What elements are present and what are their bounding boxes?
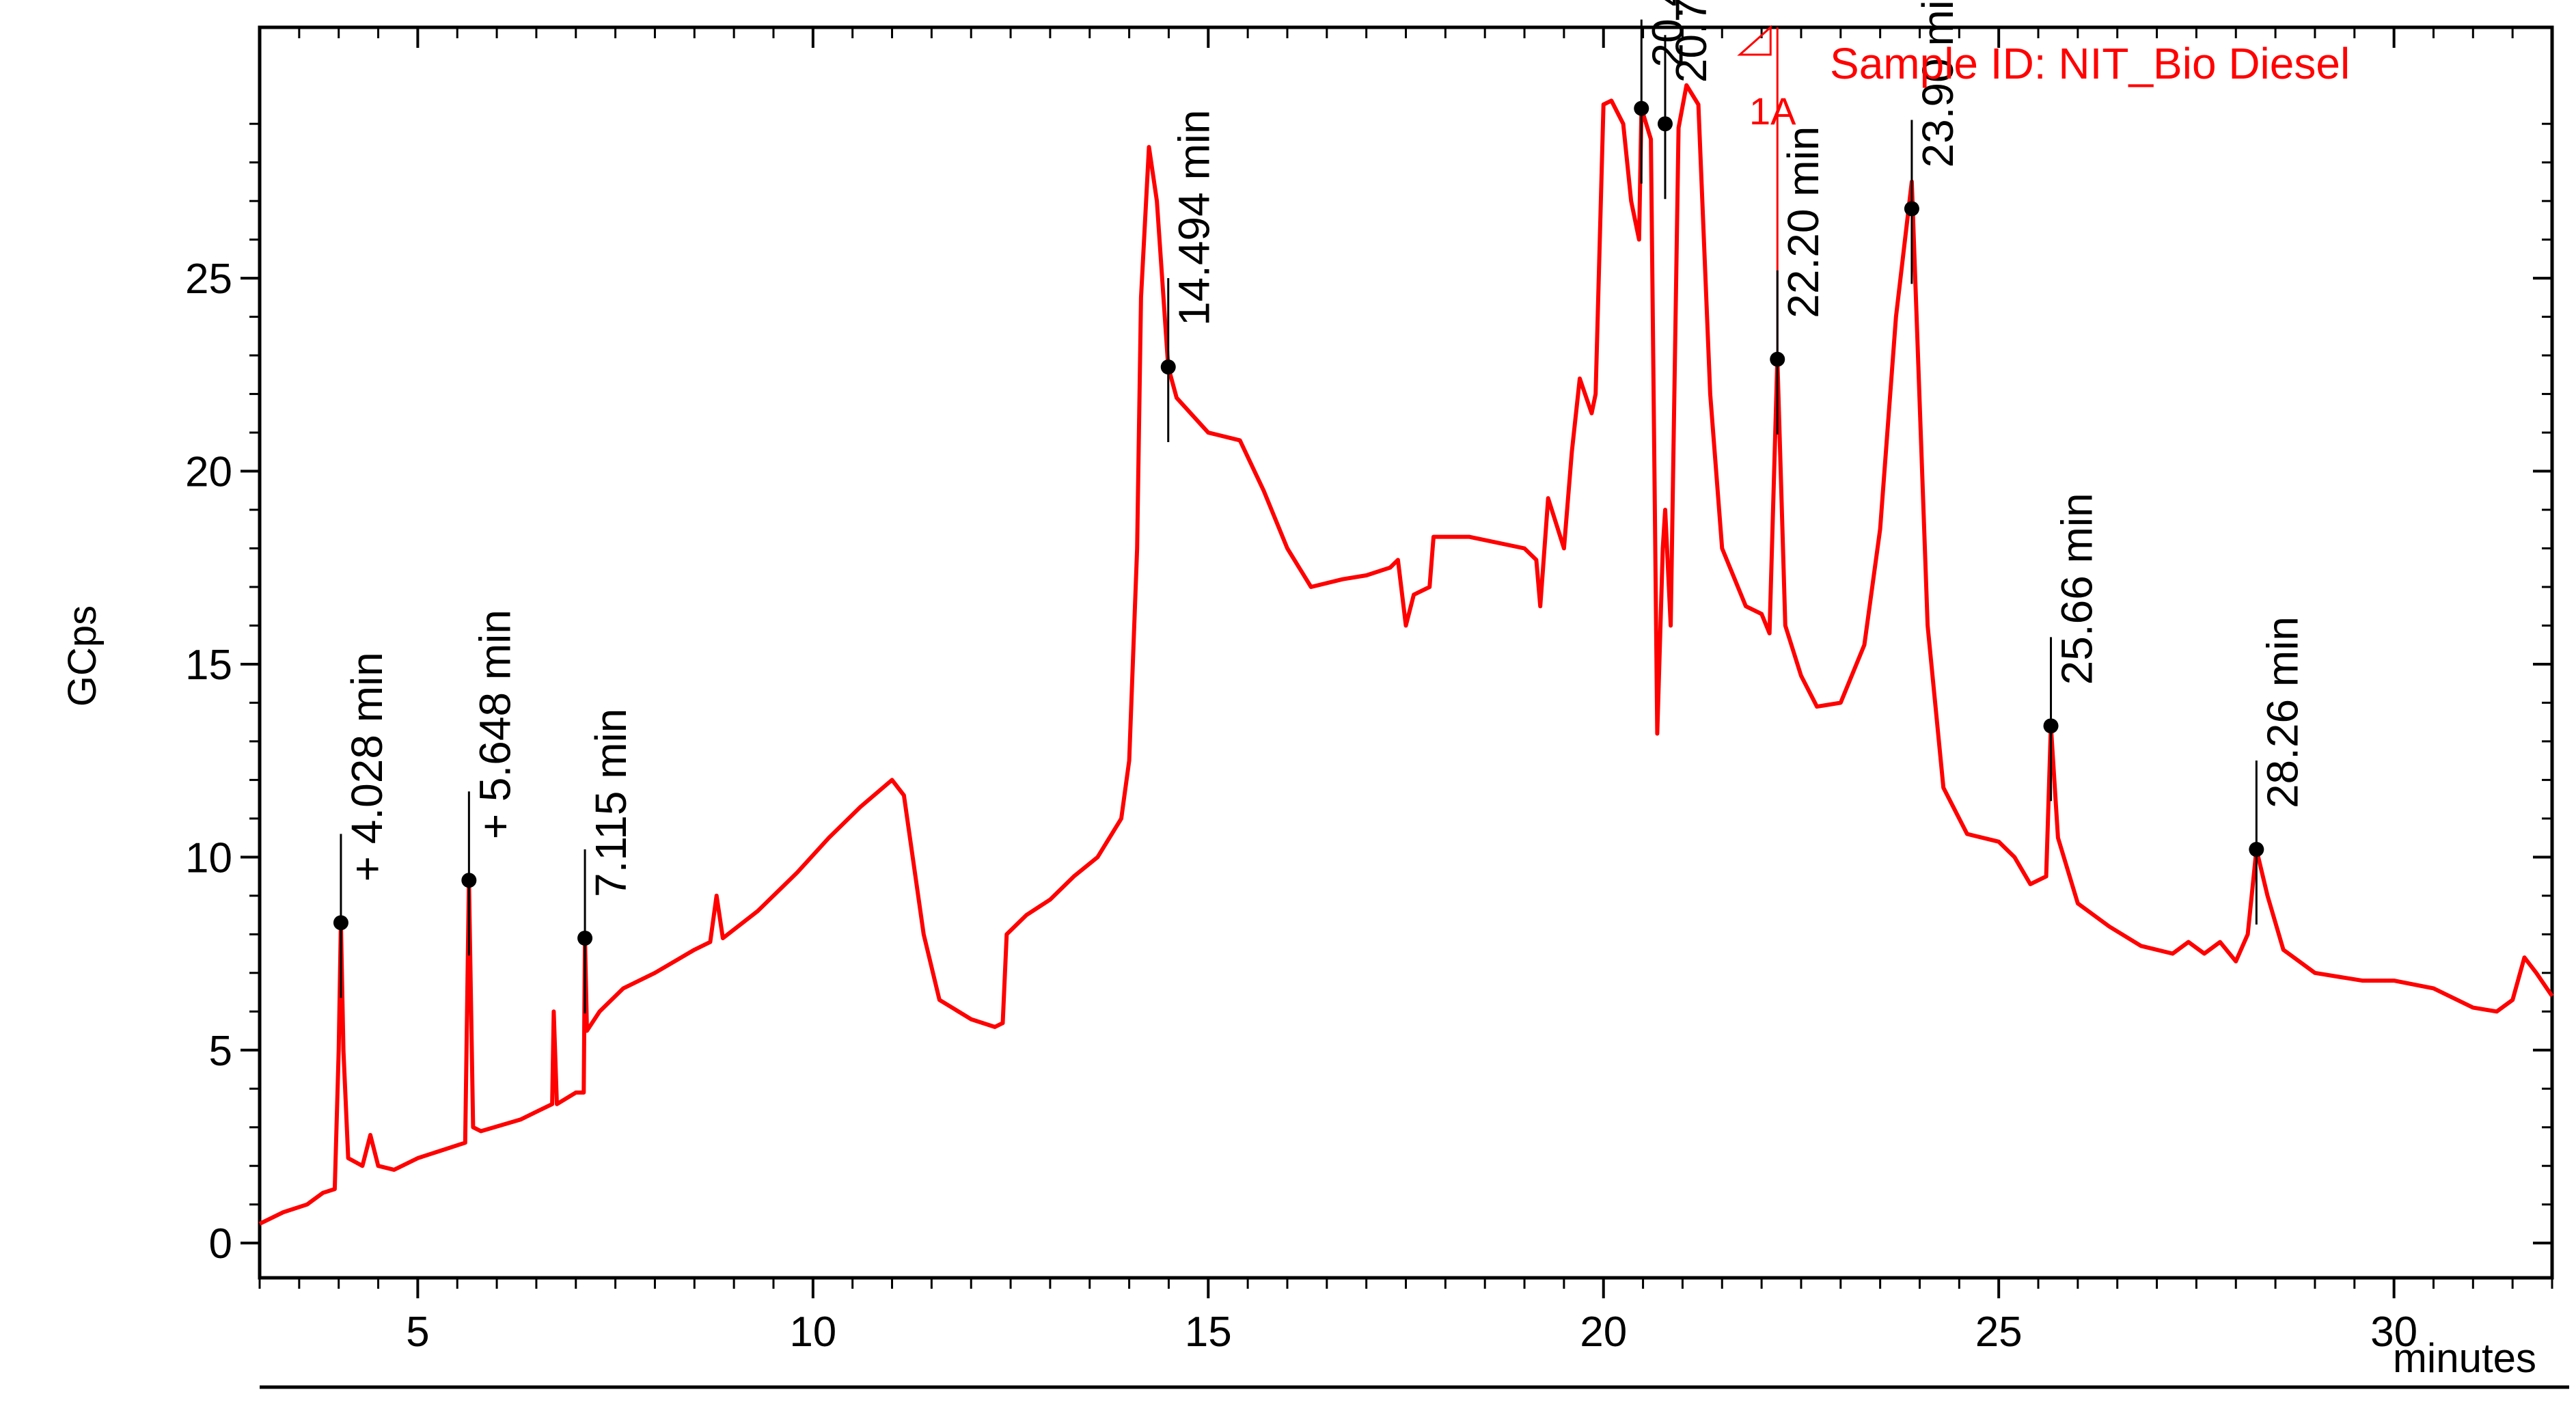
peak-dot: [1634, 100, 1649, 116]
x-tick-label: 10: [789, 1309, 836, 1356]
peak-label: 25.66 min: [2053, 493, 2102, 685]
peak-dot: [577, 930, 593, 946]
peak-dot: [333, 915, 348, 931]
x-tick-label: 5: [406, 1309, 429, 1356]
peak-label: 22.20 min: [1779, 126, 1828, 318]
y-tick-label: 0: [209, 1220, 232, 1268]
peak-label: + 4.028 min: [342, 652, 392, 881]
x-tick-label: 25: [1975, 1309, 2023, 1356]
y-tick-label: 10: [185, 834, 232, 881]
peak-label: 23.90 min: [1913, 0, 1962, 167]
peak-dot: [2043, 718, 2059, 734]
peak-dot: [1657, 116, 1673, 132]
peak-layer: + 4.028 min + 5.648 min 7.115 min 14.494 mi…: [333, 0, 2307, 1013]
x-axis-label: minutes: [2393, 1335, 2536, 1381]
x-tick-label: 20: [1580, 1309, 1627, 1356]
peak-label: + 5.648 min: [470, 610, 519, 839]
peak-dot: [1770, 351, 1785, 367]
x-tick-label: 30: [2370, 1309, 2417, 1356]
peak-label: 14.494 min: [1170, 109, 1219, 326]
peak-label: 28.26 min: [2258, 616, 2307, 808]
x-tick-label: 15: [1185, 1309, 1232, 1356]
peak-dot: [1160, 359, 1176, 375]
y-tick-label: 20: [185, 449, 232, 496]
y-tick-label: 15: [185, 642, 232, 689]
peak-dot: [461, 873, 477, 888]
y-tick-label: 5: [209, 1028, 232, 1075]
peak-dot: [1904, 201, 1919, 217]
peak-label: 7.115 min: [586, 709, 635, 897]
y-axis-label: GCps: [60, 605, 105, 707]
axes-layer: 0 5 10 15 20 25 5 10 15 20 25 30: [185, 25, 2569, 1389]
y-tick-label: 25: [185, 256, 232, 303]
line-layer: [258, 83, 2554, 1226]
series-line: [258, 83, 2554, 1226]
channel-label: 1A: [1749, 90, 1796, 133]
peak-label: 20.48 min: [1643, 0, 1692, 68]
peak-label: 20.78 min: [1667, 0, 1716, 83]
sample-id-annotation: Sample ID: NIT_Bio Diesel: [1830, 39, 2350, 88]
peak-dot: [2249, 842, 2264, 858]
channel-marker-triangle: [1737, 25, 1772, 56]
